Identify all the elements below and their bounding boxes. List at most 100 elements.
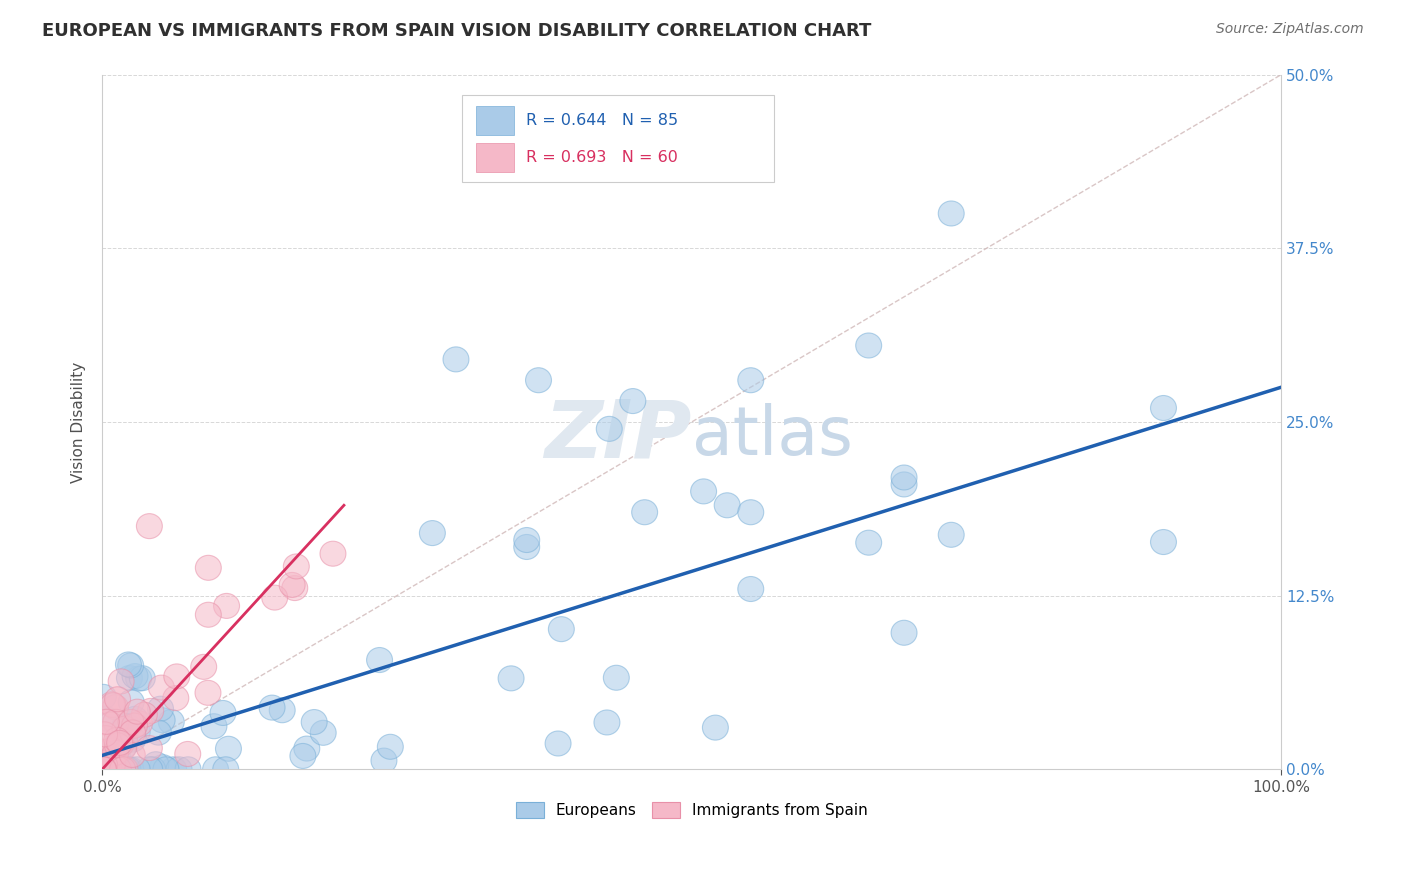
Ellipse shape	[367, 648, 392, 673]
Ellipse shape	[209, 700, 236, 725]
Ellipse shape	[104, 687, 131, 712]
Ellipse shape	[148, 696, 173, 722]
Ellipse shape	[136, 736, 162, 761]
Ellipse shape	[195, 681, 221, 706]
Ellipse shape	[195, 556, 221, 581]
Ellipse shape	[120, 720, 146, 745]
Ellipse shape	[111, 734, 136, 759]
Ellipse shape	[100, 756, 127, 781]
Ellipse shape	[118, 653, 143, 678]
Ellipse shape	[114, 756, 141, 781]
Ellipse shape	[110, 756, 136, 781]
Ellipse shape	[301, 709, 328, 734]
Ellipse shape	[96, 756, 122, 781]
Ellipse shape	[631, 500, 658, 524]
Ellipse shape	[145, 720, 172, 745]
Ellipse shape	[153, 756, 179, 781]
Ellipse shape	[110, 756, 135, 781]
Ellipse shape	[159, 709, 184, 734]
Ellipse shape	[100, 693, 127, 718]
Ellipse shape	[176, 756, 201, 781]
Ellipse shape	[139, 756, 166, 781]
Ellipse shape	[118, 709, 143, 734]
Ellipse shape	[112, 716, 138, 741]
Ellipse shape	[195, 602, 221, 627]
Ellipse shape	[107, 731, 132, 756]
Ellipse shape	[104, 727, 129, 752]
Ellipse shape	[103, 740, 128, 765]
Ellipse shape	[166, 756, 193, 781]
Ellipse shape	[738, 576, 763, 601]
Ellipse shape	[136, 514, 162, 539]
Ellipse shape	[738, 368, 763, 392]
Ellipse shape	[93, 756, 120, 781]
Ellipse shape	[891, 465, 917, 490]
Ellipse shape	[891, 620, 917, 645]
Ellipse shape	[419, 521, 446, 546]
Ellipse shape	[111, 729, 136, 754]
Ellipse shape	[150, 755, 176, 780]
Ellipse shape	[98, 753, 125, 778]
Ellipse shape	[112, 714, 138, 739]
Text: EUROPEAN VS IMMIGRANTS FROM SPAIN VISION DISABILITY CORRELATION CHART: EUROPEAN VS IMMIGRANTS FROM SPAIN VISION…	[42, 22, 872, 40]
Ellipse shape	[104, 734, 129, 759]
Ellipse shape	[93, 725, 118, 751]
Ellipse shape	[856, 333, 882, 358]
Ellipse shape	[112, 756, 138, 781]
Ellipse shape	[104, 744, 131, 769]
Bar	[477, 106, 513, 135]
Ellipse shape	[311, 721, 336, 746]
Ellipse shape	[321, 541, 346, 566]
Ellipse shape	[91, 753, 118, 778]
Ellipse shape	[143, 752, 169, 777]
Ellipse shape	[214, 593, 239, 618]
Ellipse shape	[121, 713, 148, 738]
Ellipse shape	[294, 736, 319, 761]
Ellipse shape	[93, 756, 118, 781]
Ellipse shape	[118, 690, 145, 714]
Ellipse shape	[124, 699, 150, 724]
Ellipse shape	[93, 706, 118, 731]
Ellipse shape	[96, 756, 122, 781]
Ellipse shape	[526, 368, 551, 392]
Ellipse shape	[269, 698, 295, 723]
Ellipse shape	[174, 741, 201, 766]
Ellipse shape	[546, 731, 571, 756]
Ellipse shape	[938, 523, 965, 548]
Ellipse shape	[856, 530, 882, 555]
Ellipse shape	[215, 736, 242, 761]
Bar	[461, 95, 775, 182]
Ellipse shape	[163, 664, 190, 689]
Ellipse shape	[498, 665, 524, 691]
Ellipse shape	[98, 738, 124, 763]
Ellipse shape	[138, 698, 163, 723]
Ellipse shape	[104, 732, 131, 757]
Ellipse shape	[101, 756, 127, 781]
Ellipse shape	[127, 711, 152, 736]
Ellipse shape	[107, 756, 134, 781]
Ellipse shape	[603, 665, 630, 690]
Ellipse shape	[90, 756, 117, 781]
Text: Source: ZipAtlas.com: Source: ZipAtlas.com	[1216, 22, 1364, 37]
Ellipse shape	[262, 585, 288, 610]
Ellipse shape	[149, 707, 176, 732]
Ellipse shape	[90, 684, 117, 709]
Ellipse shape	[136, 756, 163, 781]
Ellipse shape	[1150, 395, 1177, 420]
Ellipse shape	[160, 756, 187, 781]
Ellipse shape	[513, 527, 540, 552]
Ellipse shape	[103, 695, 128, 720]
Legend: Europeans, Immigrants from Spain: Europeans, Immigrants from Spain	[510, 796, 873, 824]
Ellipse shape	[280, 573, 305, 598]
Ellipse shape	[284, 554, 309, 579]
Ellipse shape	[513, 534, 540, 559]
Ellipse shape	[122, 664, 148, 689]
Ellipse shape	[290, 743, 316, 769]
Text: ZIP: ZIP	[544, 397, 692, 475]
Ellipse shape	[117, 665, 142, 690]
Ellipse shape	[98, 692, 125, 717]
Ellipse shape	[115, 756, 141, 781]
Ellipse shape	[98, 712, 124, 737]
Ellipse shape	[202, 756, 229, 781]
Ellipse shape	[105, 756, 131, 781]
